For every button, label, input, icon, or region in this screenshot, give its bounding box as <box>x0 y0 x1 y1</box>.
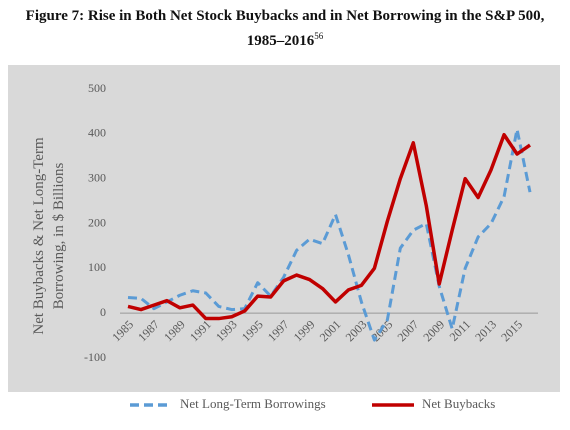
chart-title: Figure 7: Rise in Both Net Stock Buyback… <box>20 6 550 51</box>
y-axis-label-line: Net Buybacks & Net Long-Term <box>31 137 47 335</box>
y-tick-label: 300 <box>88 170 106 184</box>
legend-label: Net Long-Term Borrowings <box>180 396 326 411</box>
series-line <box>127 127 532 342</box>
y-tick-label: 500 <box>88 81 106 95</box>
y-tick-label: -100 <box>84 350 106 364</box>
y-axis-label-line: Borrowing, in $ Billions <box>51 163 67 310</box>
y-tick-label: 0 <box>100 305 106 319</box>
footnote-ref: 56 <box>314 31 324 41</box>
legend-label: Net Buybacks <box>422 396 495 411</box>
series-line <box>127 132 531 321</box>
title-text: Figure 7: Rise in Both Net Stock Buyback… <box>25 8 545 49</box>
y-tick-label: 100 <box>88 260 106 274</box>
y-tick-label: 200 <box>88 215 106 229</box>
y-tick-label: 400 <box>88 126 106 140</box>
y-axis-label: Net Buybacks & Net Long-Term Borrowing, i… <box>31 137 67 335</box>
plot-background <box>8 65 560 392</box>
